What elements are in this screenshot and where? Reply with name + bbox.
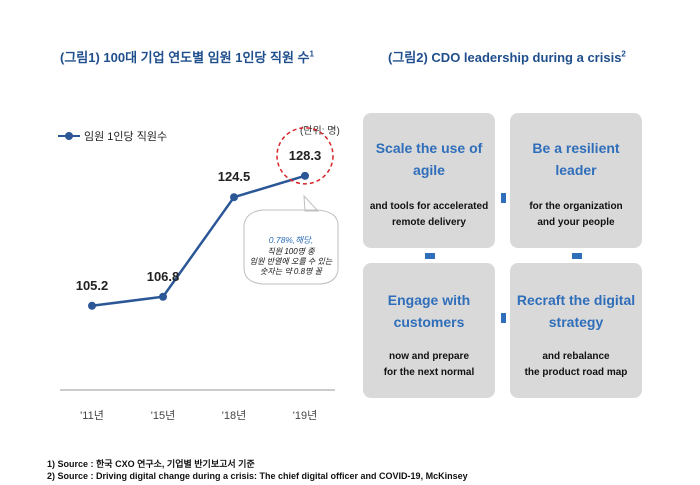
box-heading: Engage with customers: [387, 292, 471, 330]
connector-bottom: [501, 313, 506, 323]
box-heading: Scale the use of agile: [375, 140, 483, 178]
legend-label: 임원 1인당 직원수: [84, 131, 168, 143]
x-tick-label: '15년: [151, 409, 175, 422]
callout-highlight: 0.78%,해당,: [269, 235, 313, 245]
data-point: [230, 193, 238, 202]
x-tick-label: '11년: [80, 409, 104, 422]
connector-right: [572, 253, 582, 259]
series-line: [91, 174, 306, 307]
box-recraft-strategy: Recraft the digital strategy and rebalanc…: [510, 263, 642, 398]
line-chart: 105.2 '11년 106.8 '15년 124.5 '18년 128.3 '19년 0.7…: [60, 127, 339, 422]
data-point: [301, 171, 309, 180]
box-heading: Be a resilient leader: [532, 140, 620, 178]
data-label: 128.3: [289, 148, 322, 163]
x-tick-label: '18년: [222, 409, 246, 422]
box-subtext: and rebalance the product road map: [524, 351, 628, 378]
figure2-title: (그림2) CDO leadership during a crisis2: [388, 49, 626, 65]
callout-line-1: 직원 100명 중: [267, 247, 315, 256]
callout-bubble: 0.78%,해당, 직원 100명 중 임원 반열에 오를 수 있는 숫자는 약…: [243, 194, 339, 285]
data-label: 106.8: [147, 269, 180, 284]
data-label: 105.2: [76, 278, 109, 293]
sources: 1) Source : 한국 CXO 연구소, 기업별 반기보고서 기준 2) …: [47, 458, 468, 482]
x-tick-label: '19년: [293, 409, 317, 422]
legend-line-marker-icon: [58, 132, 80, 140]
source-1: 1) Source : 한국 CXO 연구소, 기업별 반기보고서 기준: [47, 459, 255, 469]
highlight-ring: [276, 127, 334, 185]
box-heading: Recraft the digital strategy: [516, 292, 636, 330]
box-scale-agile: Scale the use of agile and tools for acce…: [363, 113, 495, 248]
callout-line-3: 숫자는 약 0.8명 꼴: [260, 267, 323, 276]
chart-legend: 임원 1인당 직원수: [58, 128, 167, 144]
data-point: [88, 301, 96, 310]
source-2: 2) Source : Driving digital change durin…: [47, 471, 468, 481]
data-point: [159, 292, 167, 301]
box-resilient-leader: Be a resilient leader for the organizatio…: [510, 113, 642, 248]
box-subtext: for the organization and your people: [529, 201, 623, 228]
figure1-title: (그림1) 100대 기업 연도별 임원 1인당 직원 수1: [60, 49, 314, 65]
data-label: 124.5: [218, 169, 251, 184]
connector-left: [425, 253, 435, 259]
box-subtext: now and prepare for the next normal: [383, 351, 475, 378]
connector-top: [501, 193, 506, 203]
box-subtext: and tools for accelerated remote delivery: [369, 201, 489, 228]
box-engage-customers: Engage with customers now and prepare for …: [363, 263, 495, 398]
callout-line-2: 임원 반열에 오를 수 있는: [250, 257, 333, 266]
